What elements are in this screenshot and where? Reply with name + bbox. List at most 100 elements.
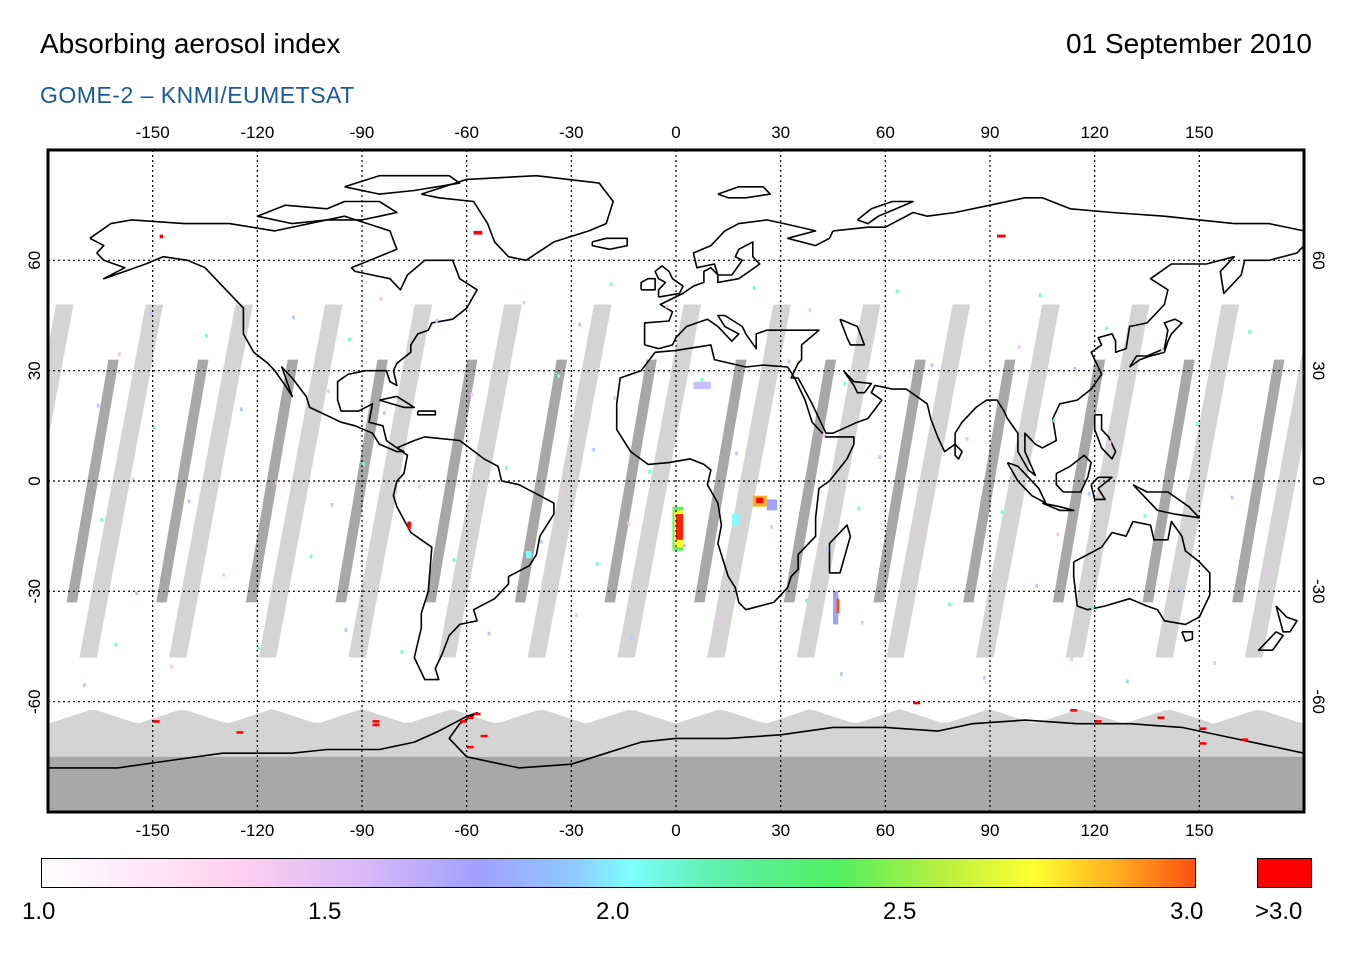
coastline [839, 318, 866, 346]
aerosol-scatter-pixel [1038, 293, 1042, 298]
longitude-tick-label: 30 [771, 821, 790, 840]
coastline [640, 277, 656, 291]
aerosol-scatter-pixel [1091, 606, 1094, 610]
orbit-overlap-swath [604, 359, 657, 603]
aerosol-scatter-pixel [717, 617, 721, 621]
aerosol-scatter-pixel [808, 308, 812, 312]
aerosol-polar-pixel [1070, 709, 1078, 712]
aerosol-scatter-pixel [735, 451, 739, 456]
aerosol-scatter-pixel [560, 488, 564, 493]
longitude-tick-label: 0 [671, 821, 680, 840]
aerosol-scatter-pixel [1056, 532, 1060, 537]
aerosol-madagascar-core [836, 598, 840, 614]
aerosol-scatter-pixel [895, 289, 899, 294]
colorbar-over-label: >3.0 [1255, 898, 1303, 925]
aerosol-scatter-pixel [187, 499, 191, 504]
orbit-gap-swath [258, 304, 343, 658]
aerosol-scatter-pixel [117, 352, 121, 356]
aerosol-pixels [82, 230, 1269, 749]
coastline [790, 245, 1304, 477]
coastline [89, 215, 478, 453]
aerosol-scatter-pixel [1108, 440, 1112, 445]
aerosol-scatter-pixel [1230, 495, 1234, 500]
aerosol-scatter-pixel [327, 389, 330, 393]
aerosol-scatter-pixel [805, 598, 808, 603]
coastline [421, 174, 615, 262]
coastline [856, 200, 915, 225]
aerosol-polar-pixel [913, 701, 921, 705]
aerosol-sahara [693, 381, 711, 390]
coastline [832, 197, 1304, 232]
longitude-tick-label: 90 [981, 821, 1000, 840]
longitude-tick-label: 60 [876, 123, 895, 142]
aerosol-scatter-pixel [1035, 584, 1039, 588]
aerosol-polar-pixel [473, 712, 481, 716]
orbit-overlap-swath [245, 359, 299, 603]
longitude-tick-label: -60 [454, 123, 479, 142]
colorbar-gradient [41, 858, 1196, 888]
orbit-gap-swath [1155, 304, 1240, 658]
coastlines [48, 174, 1304, 769]
orbit-gap-swath [348, 304, 433, 658]
aerosol-scatter-pixel [1000, 510, 1004, 515]
aerosol-alaska [159, 234, 164, 239]
aerosol-central-africa-light [766, 499, 778, 511]
aerosol-scatter-pixel [505, 466, 508, 470]
longitude-tick-label: 120 [1080, 123, 1108, 142]
colorbar-label-1-5: 1.5 [308, 898, 342, 925]
aerosol-siberia [997, 234, 1006, 238]
graticule [48, 150, 1304, 812]
aerosol-polar-pixel [1157, 716, 1165, 719]
coastline [1128, 318, 1183, 368]
aerosol-scatter-pixel [1178, 587, 1182, 592]
coastline [717, 186, 772, 199]
aerosol-scatter-pixel [470, 392, 473, 397]
colorbar-label-2-5: 2.5 [883, 898, 917, 925]
aerosol-scatter-pixel [1248, 330, 1251, 334]
aerosol-polar-pixel [152, 720, 160, 723]
aerosol-scatter-pixel [683, 543, 686, 548]
coastline [1093, 413, 1117, 460]
aerosol-scatter-pixel [135, 591, 138, 595]
aerosol-scatter-pixel [787, 359, 791, 364]
colorbar-label-2-0: 2.0 [596, 898, 630, 925]
latitude-tick-label-left: -30 [25, 579, 44, 604]
aerosol-scatter-pixel [222, 572, 226, 577]
aerosol-scatter-pixel [878, 455, 882, 459]
aerosol-scatter-pixel [930, 363, 934, 367]
aerosol-scatter-pixel [131, 477, 135, 481]
latitude-tick-label-left: 0 [25, 476, 44, 485]
aerosol-scatter-pixel [665, 304, 669, 309]
aerosol-scatter-pixel [487, 631, 491, 636]
coastline [392, 436, 555, 681]
aerosol-scatter-pixel [382, 411, 386, 415]
orbit-gap-swath [79, 304, 164, 658]
orbit-overlap-swath [66, 359, 119, 603]
aerosol-scatter-pixel [417, 484, 421, 489]
aerosol-polar-pixel [372, 723, 380, 727]
aerosol-brazil [526, 550, 532, 559]
colorbar-over-swatch [1257, 858, 1312, 888]
aerosol-scatter-pixel [1105, 326, 1108, 331]
coastline [644, 314, 820, 364]
aerosol-scatter-pixel [1126, 679, 1129, 684]
aerosol-polar-pixel [466, 745, 474, 749]
longitude-tick-label: -120 [240, 123, 274, 142]
coastline [48, 711, 1304, 769]
aerosol-angola [731, 514, 739, 526]
aerosol-scatter-pixel [613, 396, 616, 401]
aerosol-scatter-pixel [1143, 514, 1147, 518]
aerosol-polar-pixel [466, 716, 474, 719]
orbit-overlap-swath [514, 359, 568, 603]
coastline [1072, 520, 1211, 626]
coastline [828, 524, 852, 574]
aerosol-scatter-pixel [82, 683, 86, 687]
aerosol-polar-pixel [1241, 738, 1249, 741]
latitude-tick-label-left: 60 [25, 251, 44, 270]
orbit-overlap-swath [156, 359, 209, 603]
longitude-tick-label: -30 [559, 123, 584, 142]
aerosol-greenland [473, 230, 483, 235]
aerosol-scatter-pixel [965, 436, 969, 441]
longitude-tick-label: -150 [136, 123, 170, 142]
